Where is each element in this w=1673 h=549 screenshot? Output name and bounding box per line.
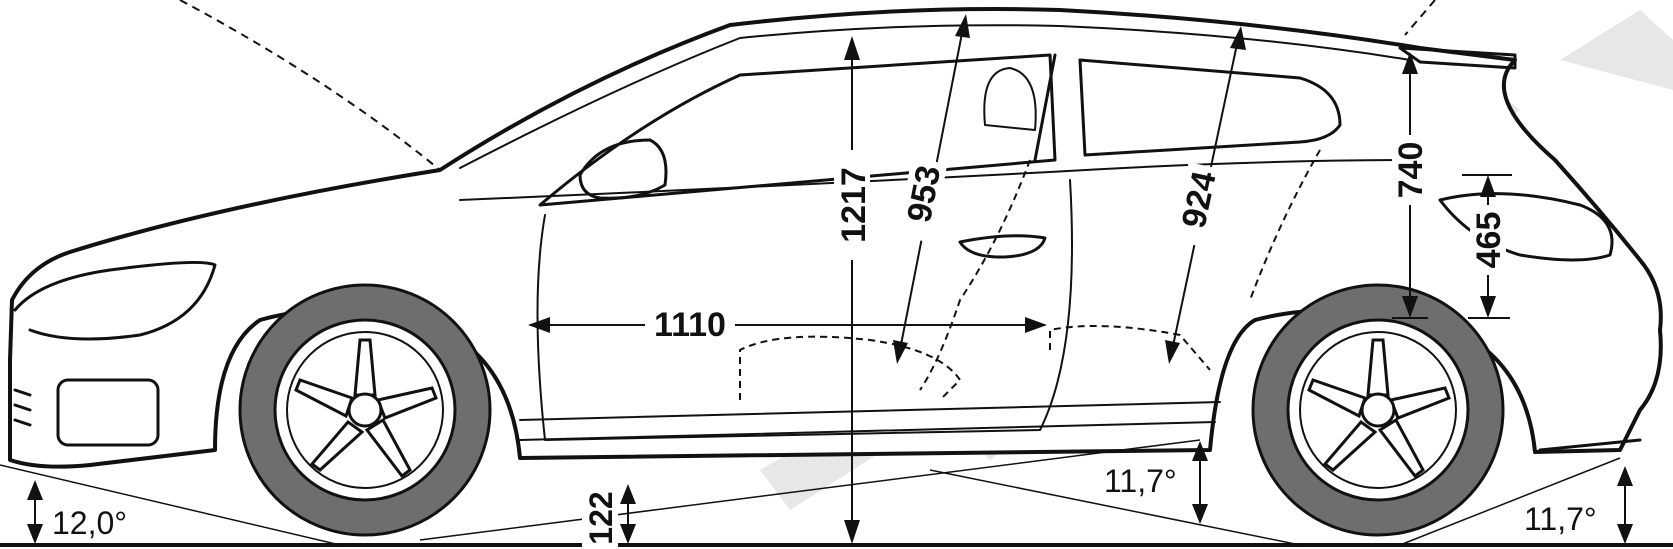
open-hatch-outline: [1404, 0, 1436, 36]
interior-height-label: 1217: [835, 167, 873, 243]
front-wheel: [238, 283, 492, 537]
dimension-lines: [27, 14, 1633, 544]
ramp-angle-label: 11,7°: [1104, 463, 1177, 499]
rear-headroom-2-label: 740: [1392, 142, 1430, 199]
approach-angle-label: 12,0°: [52, 505, 127, 541]
angle-labels: 12,0° 11,7° 11,7°: [48, 462, 1614, 541]
rear-seat-height-label: 465: [1470, 212, 1508, 269]
angle-lines: [0, 439, 1621, 546]
ground-clearance-label: 122: [583, 491, 619, 544]
cabin-length-label: 1110: [654, 306, 726, 344]
rear-wheel: [1251, 283, 1505, 537]
departure-angle-label: 11,7°: [1524, 501, 1597, 537]
seat-outlines: [739, 149, 1321, 401]
open-hood-outline: [179, 0, 441, 171]
